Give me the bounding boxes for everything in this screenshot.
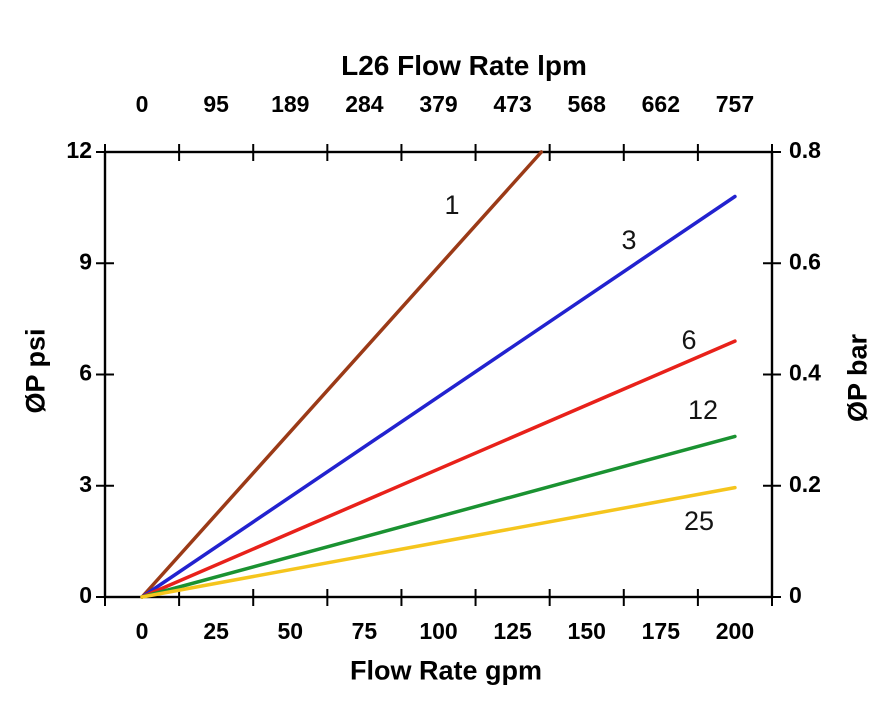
- series-line-3: [140, 194, 737, 599]
- x-tick-label-lpm: 473: [493, 91, 531, 117]
- y-tick-label-bar: 0.8: [789, 137, 821, 163]
- series-line-12: [140, 434, 737, 599]
- right-axis-title: ØP bar: [842, 333, 873, 423]
- plot-border: [103, 150, 774, 599]
- left-axis-title: ØP psi: [20, 328, 51, 414]
- series-label-6: 6: [681, 325, 696, 355]
- series-line-25: [140, 485, 737, 599]
- x-tick-label-lpm: 95: [203, 91, 229, 117]
- x-tick-label-gpm: 125: [493, 618, 532, 644]
- x-tick-label-lpm: 757: [716, 91, 754, 117]
- y-tick-label-psi: 3: [79, 471, 92, 497]
- x-tick-label-gpm: 200: [716, 618, 754, 644]
- x-tick-label-lpm: 284: [345, 91, 384, 117]
- bottom-axis-title: Flow Rate gpm: [349, 655, 543, 686]
- x-tick-label-gpm: 75: [352, 618, 378, 644]
- series-label-25: 25: [684, 506, 714, 536]
- y-tick-label-bar: 0.6: [789, 248, 821, 274]
- x-tick-label-lpm: 0: [136, 91, 149, 117]
- x-tick-label-lpm: 379: [419, 91, 457, 117]
- x-tick-label-gpm: 50: [277, 618, 303, 644]
- y-tick-label-psi: 12: [66, 137, 92, 163]
- y-tick-label-psi: 9: [79, 248, 92, 274]
- series-label-3: 3: [621, 225, 636, 255]
- x-tick-label-gpm: 150: [568, 618, 606, 644]
- y-tick-label-psi: 0: [79, 582, 92, 608]
- x-tick-label-gpm: 175: [642, 618, 681, 644]
- x-tick-label-gpm: 100: [419, 618, 457, 644]
- series-line-1: [140, 150, 544, 599]
- x-tick-label-gpm: 0: [136, 618, 149, 644]
- x-tick-label-lpm: 662: [642, 91, 680, 117]
- y-tick-label-bar: 0: [789, 582, 802, 608]
- series-line-6: [140, 339, 737, 599]
- top-axis-title: L26 Flow Rate lpm: [341, 50, 587, 81]
- series-label-1: 1: [444, 190, 459, 220]
- y-tick-label-psi: 6: [79, 360, 92, 386]
- x-tick-label-lpm: 189: [271, 91, 309, 117]
- x-tick-label-lpm: 568: [568, 91, 607, 117]
- y-tick-label-bar: 0.2: [789, 471, 821, 497]
- series-label-12: 12: [688, 395, 718, 425]
- y-tick-label-bar: 0.4: [789, 360, 821, 386]
- x-tick-label-gpm: 25: [203, 618, 229, 644]
